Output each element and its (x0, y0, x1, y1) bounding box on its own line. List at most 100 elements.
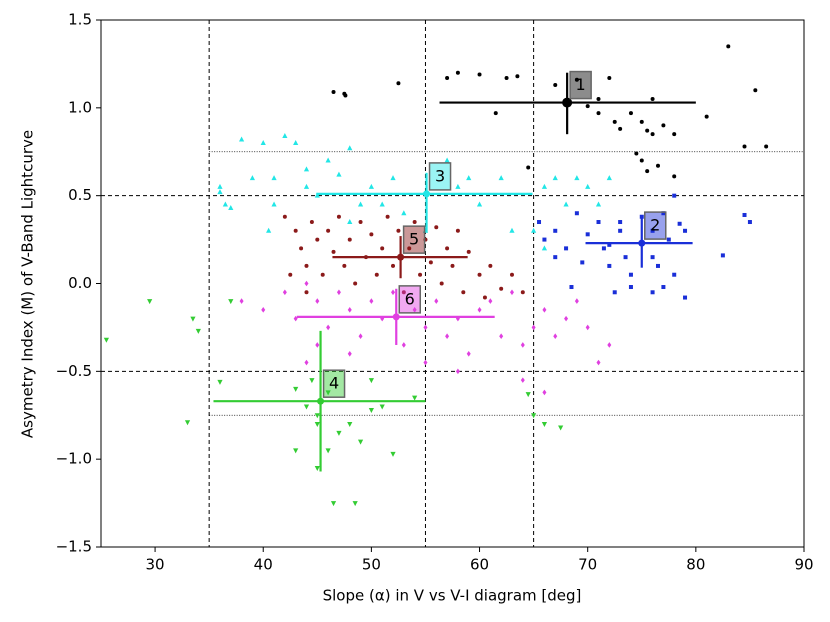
point (476, 201, 483, 207)
point (531, 227, 537, 233)
point (553, 333, 558, 339)
point (103, 337, 110, 343)
point (499, 286, 504, 291)
point (639, 158, 644, 163)
point (357, 201, 364, 207)
point (195, 328, 201, 334)
point (396, 228, 401, 233)
point (574, 298, 579, 304)
point (601, 246, 606, 251)
point (385, 214, 390, 219)
point (672, 272, 677, 277)
centroid (638, 239, 646, 247)
point (585, 324, 590, 331)
point (282, 132, 288, 138)
point (720, 253, 725, 258)
point (390, 451, 396, 457)
point (342, 263, 347, 268)
point (239, 136, 245, 142)
point (541, 183, 548, 189)
point (217, 189, 223, 195)
point (596, 220, 601, 225)
point (650, 97, 655, 102)
point (336, 214, 341, 219)
point (574, 211, 579, 216)
point (314, 192, 320, 198)
group-label: 3 (435, 166, 445, 185)
label-box (322, 369, 346, 398)
centroid (423, 190, 431, 198)
point (574, 175, 580, 181)
point (677, 221, 682, 226)
y-tick-label: 0.0 (68, 274, 92, 292)
group-label: 6 (405, 289, 415, 308)
label-box (402, 225, 426, 254)
point (655, 263, 660, 268)
point (147, 299, 153, 305)
point (455, 183, 461, 189)
point (541, 245, 548, 251)
centroid (317, 397, 325, 405)
point (314, 422, 320, 428)
point (325, 390, 331, 396)
point (353, 281, 358, 286)
point (314, 465, 320, 471)
point (661, 123, 666, 128)
point (618, 126, 623, 131)
point (309, 220, 314, 225)
point (650, 255, 655, 260)
point (606, 175, 612, 181)
point (655, 163, 660, 168)
point (639, 119, 644, 124)
point (666, 237, 671, 242)
point (282, 289, 287, 296)
point (455, 228, 460, 233)
point (293, 386, 299, 392)
point (607, 263, 612, 268)
point (423, 324, 428, 331)
point (336, 289, 341, 296)
point (217, 183, 223, 189)
x-tick-label: 50 (362, 556, 381, 574)
point (368, 183, 374, 189)
point (325, 448, 331, 454)
point (304, 359, 309, 366)
point (331, 90, 336, 95)
point (428, 260, 433, 265)
x-tick-label: 80 (686, 556, 705, 574)
point (498, 175, 504, 181)
point (612, 119, 617, 124)
point (634, 151, 639, 156)
point (434, 298, 439, 304)
x-tick-label: 90 (794, 556, 813, 574)
label-box (569, 70, 592, 100)
point (347, 145, 353, 151)
point (315, 298, 320, 304)
point (477, 272, 482, 277)
point (347, 237, 352, 242)
point (412, 220, 417, 225)
point (564, 246, 569, 251)
point (580, 260, 585, 265)
point (645, 169, 650, 174)
point (330, 501, 337, 507)
point (315, 342, 320, 348)
point (537, 220, 542, 225)
group-label: 5 (409, 230, 419, 249)
point (450, 263, 455, 268)
point (391, 263, 396, 268)
y-axis-label: Asymetry Index (M) of V-Band Lightcurve (19, 130, 37, 438)
point (553, 228, 558, 233)
point (455, 70, 460, 75)
point (585, 232, 590, 237)
y-tick-label: −0.5 (56, 362, 92, 380)
point (493, 111, 498, 116)
point (726, 44, 731, 49)
point (444, 157, 450, 163)
point (509, 272, 514, 277)
point (304, 280, 309, 287)
point (445, 333, 450, 339)
point (217, 379, 223, 385)
point (288, 272, 293, 277)
point (509, 289, 514, 296)
